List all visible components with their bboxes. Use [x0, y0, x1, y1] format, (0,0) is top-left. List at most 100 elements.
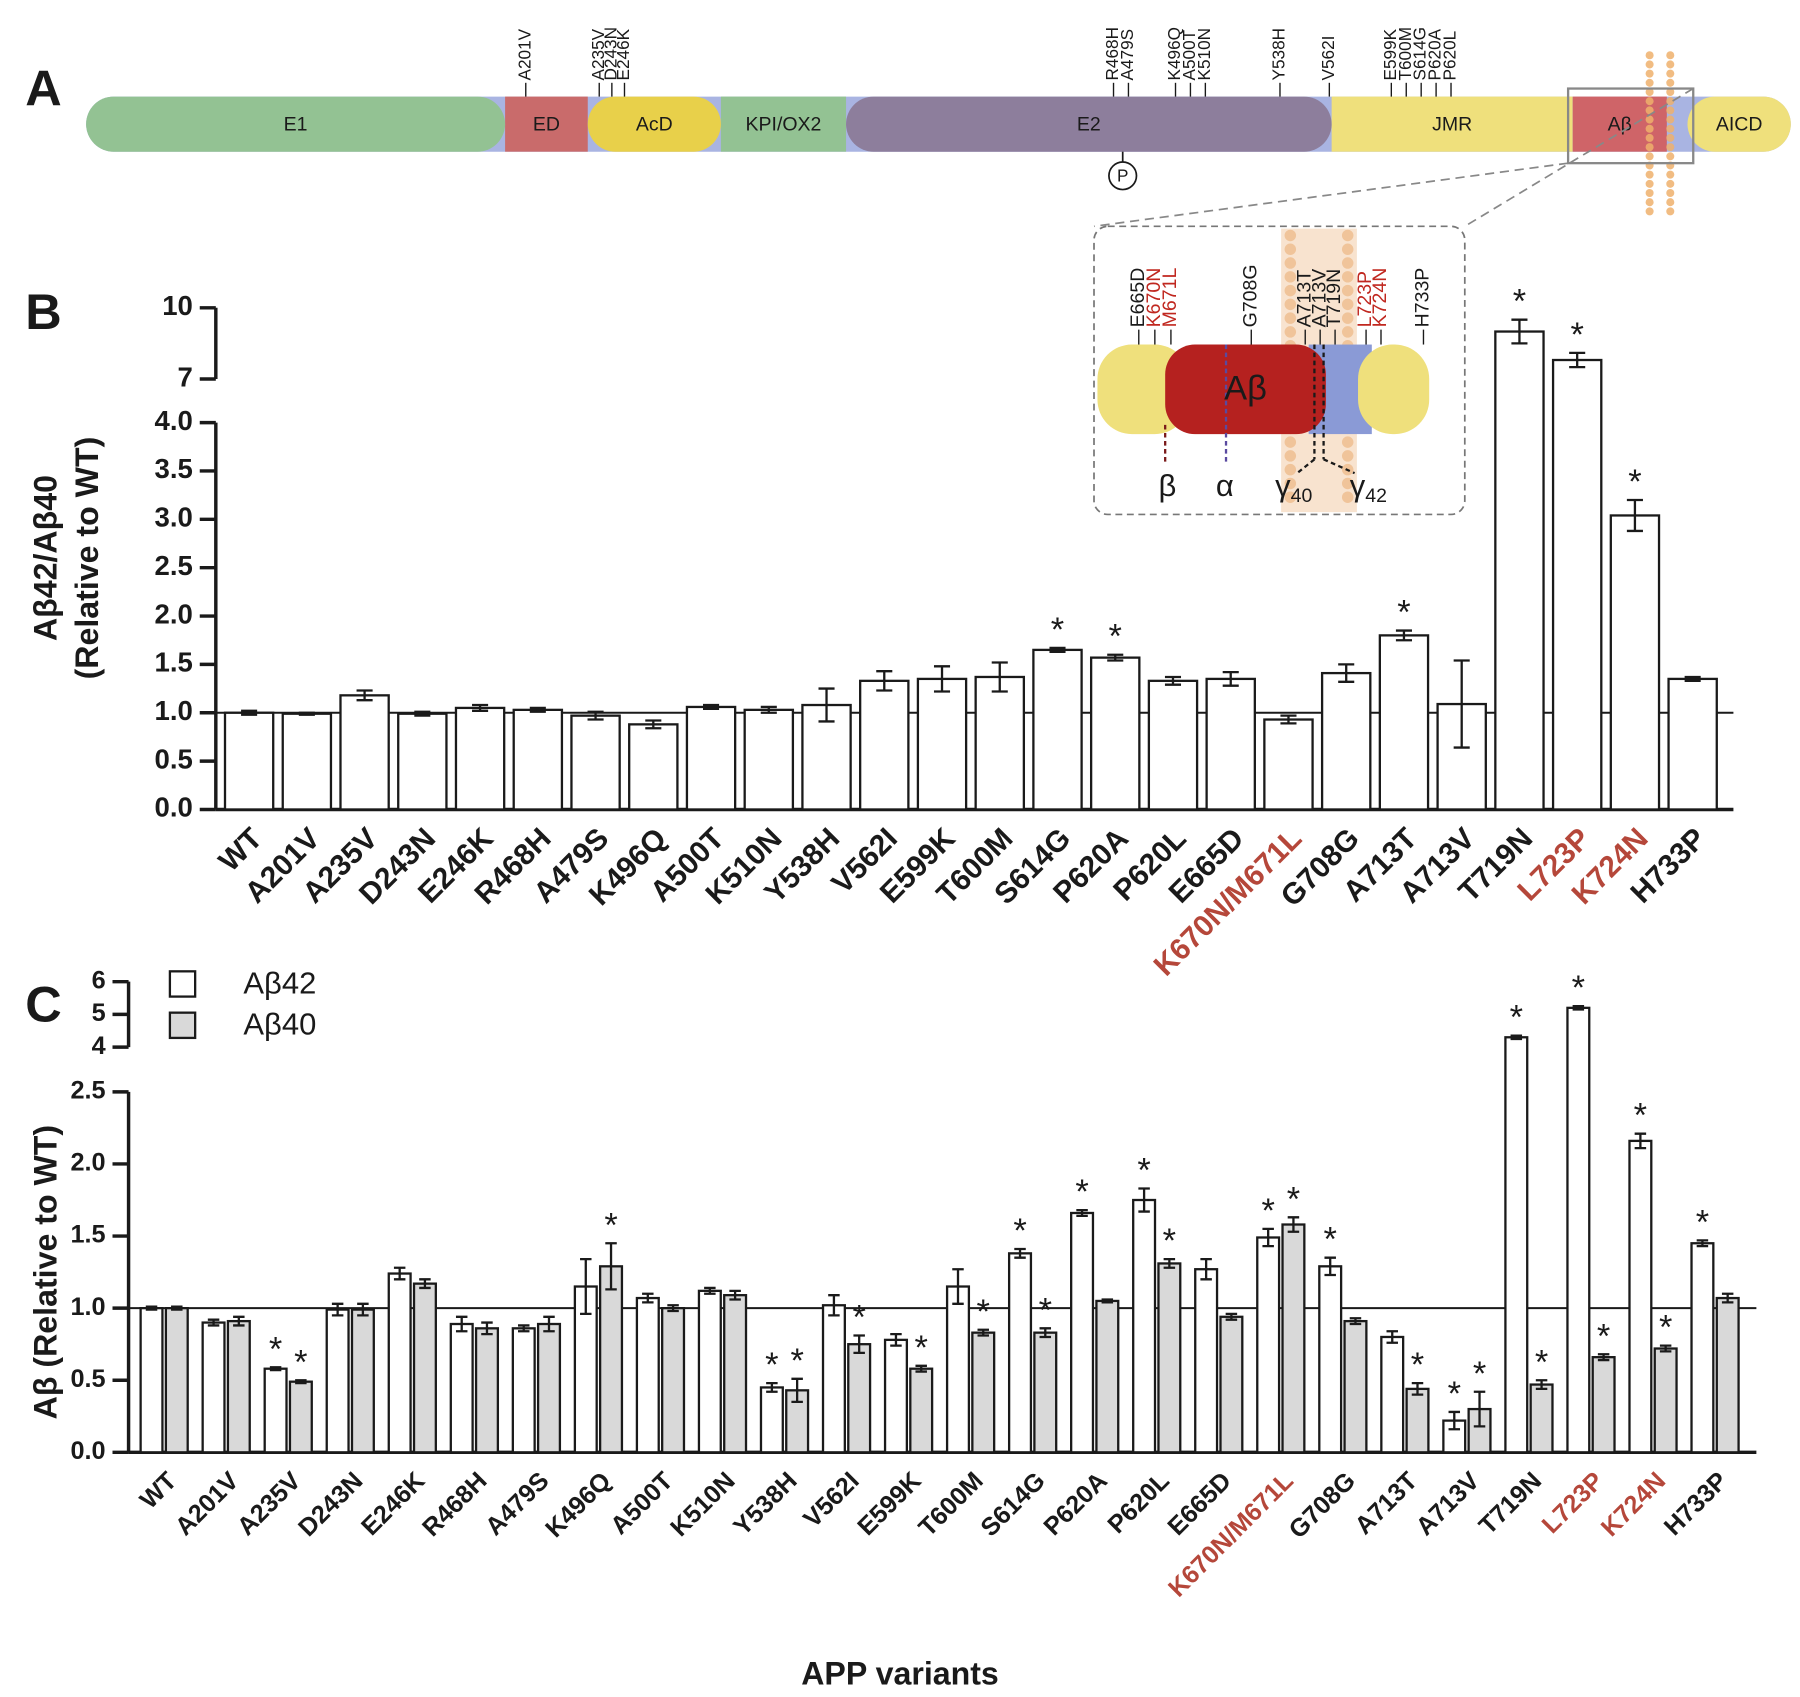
- significance-marker: *: [1137, 1151, 1150, 1189]
- lipid: [1284, 284, 1297, 297]
- error-bar: [1659, 1344, 1672, 1353]
- inset-mutation-label: K670N: [1143, 268, 1165, 328]
- lipid: [1645, 124, 1654, 133]
- lipid: [1284, 298, 1297, 311]
- lipid: [1666, 179, 1675, 188]
- inset-abeta: [1165, 344, 1326, 435]
- error-bar: [357, 1302, 369, 1317]
- error-bar: [529, 706, 546, 713]
- significance-marker: *: [765, 1346, 778, 1384]
- domain: [846, 96, 1332, 152]
- significance-marker: *: [1411, 1346, 1424, 1384]
- bar: [164, 1306, 189, 1454]
- panel-label: C: [25, 975, 61, 1032]
- error-bar: [1395, 629, 1412, 642]
- error-bar: [1280, 714, 1297, 725]
- y-tick-label: 0.0: [155, 792, 193, 823]
- error-bar: [518, 1324, 530, 1333]
- bar: [916, 677, 968, 811]
- lipid: [1645, 170, 1654, 179]
- error-bar: [1684, 675, 1701, 682]
- significance-marker: *: [1535, 1343, 1548, 1381]
- significance-marker: *: [1597, 1317, 1610, 1355]
- significance-marker: *: [604, 1206, 617, 1244]
- significance-marker: *: [1013, 1212, 1026, 1250]
- bar: [139, 1306, 164, 1454]
- error-bar: [1200, 1257, 1212, 1281]
- lipid: [1645, 143, 1654, 152]
- y-tick-label: 10: [162, 290, 193, 321]
- significance-marker: *: [1659, 1309, 1672, 1347]
- lipid: [1645, 106, 1654, 115]
- lipid: [1645, 207, 1654, 216]
- error-bar: [1634, 1132, 1647, 1150]
- domain: [505, 96, 588, 152]
- y-tick-label: 1.5: [155, 647, 193, 678]
- lipid: [1645, 87, 1654, 97]
- error-bar: [1138, 1187, 1150, 1213]
- inset-domain-label: Aβ: [1224, 370, 1267, 408]
- error-bar: [791, 1377, 803, 1404]
- lipid: [1284, 243, 1297, 256]
- y-tick-label: 1.5: [71, 1221, 106, 1249]
- error-bar: [1262, 1227, 1274, 1248]
- bar: [281, 712, 333, 811]
- x-axis-label: APP variants: [801, 1656, 999, 1692]
- y-tick-label: 0.0: [71, 1437, 106, 1465]
- domain-label: E2: [1077, 113, 1101, 135]
- mutation-label: A235V: [588, 28, 608, 80]
- lipid: [1666, 152, 1675, 161]
- error-bar: [1696, 1239, 1709, 1248]
- bar: [971, 1331, 996, 1454]
- significance-marker: *: [915, 1329, 928, 1367]
- error-bar: [207, 1318, 220, 1327]
- significance-marker: *: [1261, 1192, 1274, 1230]
- lipid: [1284, 271, 1297, 283]
- error-bar: [1076, 1208, 1088, 1218]
- lipid: [1284, 257, 1297, 269]
- lipid: [1341, 284, 1354, 297]
- domain-label: AcD: [636, 113, 673, 135]
- bar: [1380, 1335, 1405, 1454]
- bar: [1343, 1319, 1368, 1454]
- y-tick-label: 2.5: [155, 550, 193, 581]
- lipid: [1666, 115, 1675, 124]
- y-tick-label: 3.0: [155, 502, 193, 533]
- cleavage-label: γ42: [1350, 468, 1387, 507]
- error-bar: [580, 1257, 592, 1316]
- bar: [1609, 514, 1661, 811]
- error-bar: [645, 719, 662, 730]
- error-bar: [472, 703, 489, 712]
- inset-mutation-label: T719N: [1323, 269, 1345, 328]
- error-bar: [704, 1286, 716, 1295]
- error-bar: [1597, 1353, 1610, 1362]
- lipid: [1341, 450, 1354, 462]
- bar: [1205, 677, 1256, 811]
- error-bar: [1225, 1312, 1238, 1321]
- bar: [685, 705, 737, 811]
- error-bar: [1163, 1257, 1176, 1269]
- domain-label: E1: [284, 113, 308, 135]
- error-bar: [1049, 646, 1066, 653]
- cleavage-symbol: γ: [1275, 468, 1291, 503]
- lipid: [1645, 198, 1654, 207]
- bar: [1504, 1036, 1529, 1454]
- error-bar: [455, 1315, 468, 1333]
- lipid: [1341, 326, 1354, 338]
- bar: [1566, 1006, 1591, 1454]
- error-bar: [1411, 1381, 1424, 1396]
- mutation-label: T600M: [1395, 27, 1415, 81]
- bar: [598, 1265, 624, 1454]
- significance-marker: *: [1109, 618, 1122, 656]
- bar: [1256, 1236, 1281, 1454]
- error-bar: [766, 1381, 778, 1393]
- error-bar: [1164, 675, 1182, 686]
- bar: [1494, 330, 1545, 811]
- inset-mutation-label: A713V: [1308, 269, 1330, 328]
- zoom-line: [1093, 162, 1569, 228]
- lipid: [1666, 133, 1675, 142]
- error-bar: [1453, 659, 1470, 749]
- y-axis-label: Aβ42/Aβ40: [28, 475, 64, 641]
- bar: [1551, 358, 1603, 811]
